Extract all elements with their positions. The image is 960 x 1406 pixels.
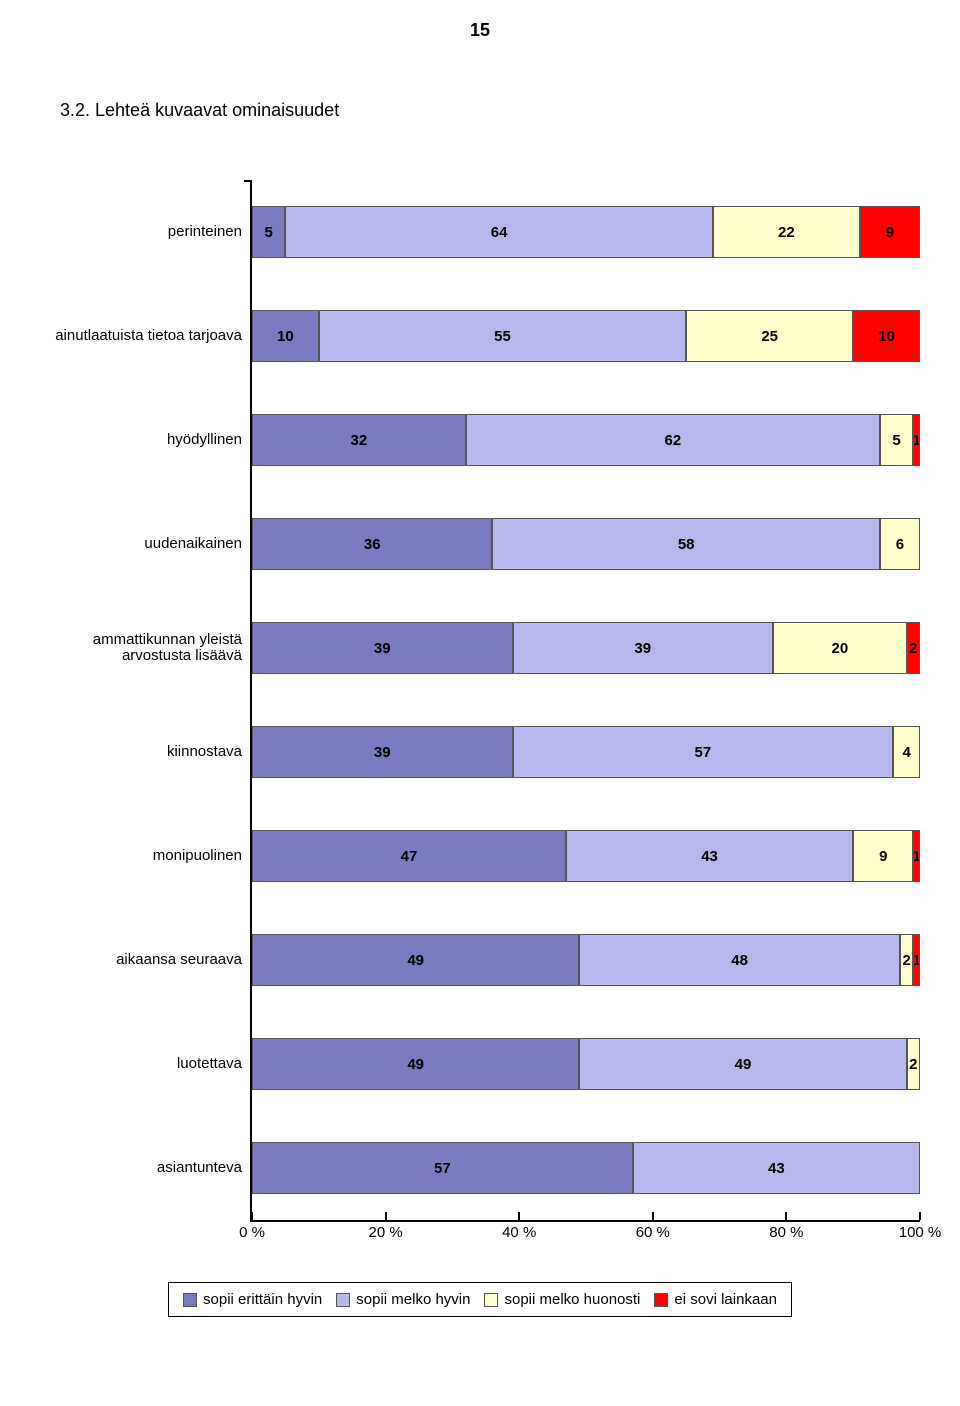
bar-segment: 55 <box>319 310 686 362</box>
bar-segment: 9 <box>860 206 920 258</box>
category-label: kiinnostava <box>40 726 250 778</box>
bar-segment: 9 <box>853 830 913 882</box>
category-label: ainutlaatuista tietoa tarjoava <box>40 310 250 362</box>
bar-segment: 64 <box>285 206 713 258</box>
bar-segment: 5 <box>252 206 285 258</box>
legend-swatch <box>484 1293 498 1307</box>
x-tick-label: 20 % <box>369 1224 403 1241</box>
bar-segment: 20 <box>773 622 907 674</box>
x-tick-label: 100 % <box>899 1224 942 1241</box>
legend-label: ei sovi lainkaan <box>674 1291 777 1308</box>
bars-region: 5642291055251032625136586393920239574474… <box>250 180 920 1222</box>
bar-segment: 36 <box>252 518 492 570</box>
bar-segment: 57 <box>252 1142 633 1194</box>
bar-segment: 49 <box>579 1038 906 1090</box>
page: 15 3.2. Lehteä kuvaavat ominaisuudet per… <box>0 0 960 1406</box>
legend-item: sopii erittäin hyvin <box>183 1291 322 1308</box>
chart-plot: perinteinen ainutlaatuista tietoa tarjoav… <box>40 180 920 1222</box>
category-label: ammattikunnan yleistä arvostusta lisäävä <box>40 622 250 674</box>
chart-area: perinteinen ainutlaatuista tietoa tarjoav… <box>40 180 920 1317</box>
bar-row: 494821 <box>252 934 920 986</box>
category-label: aikaansa seuraava <box>40 934 250 986</box>
bar-segment: 39 <box>252 726 513 778</box>
bar-segment: 43 <box>566 830 853 882</box>
category-label: uudenaikainen <box>40 518 250 570</box>
category-label: perinteinen <box>40 206 250 258</box>
bar-row: 326251 <box>252 414 920 466</box>
bar-row: 49492 <box>252 1038 920 1090</box>
bar-segment: 43 <box>633 1142 920 1194</box>
bar-row: 39574 <box>252 726 920 778</box>
legend-swatch <box>654 1293 668 1307</box>
bar-segment: 4 <box>893 726 920 778</box>
bar-segment: 25 <box>686 310 853 362</box>
bars-inner: 5642291055251032625136586393920239574474… <box>252 180 920 1220</box>
legend: sopii erittäin hyvin sopii melko hyvin sop… <box>168 1282 792 1317</box>
bar-row: 36586 <box>252 518 920 570</box>
legend-item: sopii melko hyvin <box>336 1291 470 1308</box>
bar-row: 474391 <box>252 830 920 882</box>
bar-segment: 2 <box>907 1038 920 1090</box>
x-tick-label: 40 % <box>502 1224 536 1241</box>
category-label: luotettava <box>40 1038 250 1090</box>
bar-segment: 2 <box>907 622 920 674</box>
legend-label: sopii erittäin hyvin <box>203 1291 322 1308</box>
bar-row: 10552510 <box>252 310 920 362</box>
category-label: asiantunteva <box>40 1142 250 1194</box>
x-tick-label: 80 % <box>769 1224 803 1241</box>
bar-segment: 49 <box>252 934 579 986</box>
bar-segment: 1 <box>913 830 920 882</box>
chart-title: 3.2. Lehteä kuvaavat ominaisuudet <box>60 100 339 121</box>
bar-segment: 10 <box>853 310 920 362</box>
bar-segment: 10 <box>252 310 319 362</box>
bars-column: 5642291055251032625136586393920239574474… <box>250 180 920 1222</box>
category-labels: perinteinen ainutlaatuista tietoa tarjoav… <box>40 180 250 1222</box>
bar-segment: 6 <box>880 518 920 570</box>
bar-segment: 39 <box>252 622 513 674</box>
bar-segment: 5 <box>880 414 913 466</box>
bar-row: 3939202 <box>252 622 920 674</box>
bar-segment: 48 <box>579 934 900 986</box>
bar-row: 564229 <box>252 206 920 258</box>
bar-segment: 47 <box>252 830 566 882</box>
bar-segment: 57 <box>513 726 894 778</box>
x-axis-ticks: 0 %20 %40 %60 %80 %100 % <box>252 1220 920 1250</box>
legend-swatch <box>183 1293 197 1307</box>
page-number: 15 <box>470 20 490 41</box>
bar-segment: 22 <box>713 206 860 258</box>
legend-label: sopii melko hyvin <box>356 1291 470 1308</box>
legend-item: ei sovi lainkaan <box>654 1291 777 1308</box>
bar-segment: 32 <box>252 414 466 466</box>
bar-segment: 1 <box>913 414 920 466</box>
x-tick-label: 0 % <box>239 1224 265 1241</box>
bar-segment: 39 <box>513 622 774 674</box>
legend-item: sopii melko huonosti <box>484 1291 640 1308</box>
category-label: hyödyllinen <box>40 414 250 466</box>
bar-segment: 1 <box>913 934 920 986</box>
legend-label: sopii melko huonosti <box>504 1291 640 1308</box>
bar-row: 5743 <box>252 1142 920 1194</box>
category-label: monipuolinen <box>40 830 250 882</box>
bar-segment: 2 <box>900 934 913 986</box>
x-tick-label: 60 % <box>636 1224 670 1241</box>
legend-swatch <box>336 1293 350 1307</box>
bar-segment: 62 <box>466 414 880 466</box>
bar-segment: 49 <box>252 1038 579 1090</box>
bar-segment: 58 <box>492 518 879 570</box>
